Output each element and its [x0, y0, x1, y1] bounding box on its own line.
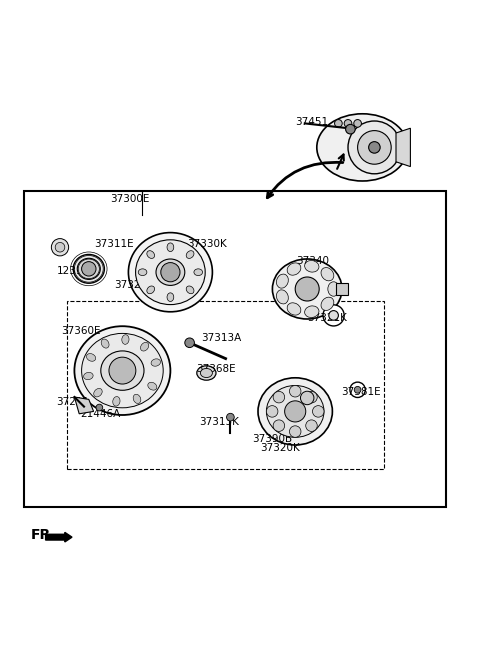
- Ellipse shape: [128, 233, 212, 312]
- Text: 37330K: 37330K: [187, 239, 227, 250]
- Text: 37321K: 37321K: [307, 313, 347, 323]
- Ellipse shape: [321, 297, 334, 311]
- Ellipse shape: [138, 269, 147, 276]
- Ellipse shape: [147, 286, 155, 294]
- Bar: [24, 190, 446, 508]
- Circle shape: [161, 263, 180, 282]
- Text: 37313K: 37313K: [199, 417, 239, 428]
- Ellipse shape: [73, 254, 105, 283]
- Circle shape: [273, 420, 285, 432]
- Ellipse shape: [74, 326, 170, 415]
- Circle shape: [335, 120, 342, 127]
- Text: 37360E: 37360E: [61, 326, 101, 336]
- Circle shape: [82, 262, 96, 276]
- Bar: [336, 283, 348, 294]
- Ellipse shape: [86, 354, 96, 361]
- Ellipse shape: [133, 395, 141, 404]
- Polygon shape: [74, 397, 94, 414]
- Circle shape: [289, 385, 301, 397]
- Circle shape: [289, 426, 301, 437]
- Ellipse shape: [305, 306, 319, 317]
- Ellipse shape: [266, 385, 324, 437]
- Ellipse shape: [186, 251, 194, 259]
- Text: FR.: FR.: [31, 528, 57, 542]
- Circle shape: [306, 391, 317, 403]
- Circle shape: [323, 305, 344, 326]
- Ellipse shape: [258, 378, 332, 445]
- Ellipse shape: [77, 258, 100, 280]
- Ellipse shape: [305, 261, 319, 272]
- Circle shape: [354, 120, 361, 127]
- Circle shape: [348, 121, 401, 174]
- Ellipse shape: [94, 389, 102, 397]
- Text: 37313A: 37313A: [202, 333, 242, 343]
- Ellipse shape: [186, 286, 194, 294]
- Text: 12314B: 12314B: [57, 266, 97, 276]
- Bar: [67, 301, 384, 469]
- Text: 21446A: 21446A: [81, 409, 121, 419]
- Text: 37211: 37211: [57, 396, 90, 407]
- Circle shape: [295, 277, 319, 301]
- Text: 37311E: 37311E: [95, 239, 134, 249]
- Text: 37390B: 37390B: [252, 434, 292, 444]
- Ellipse shape: [101, 339, 109, 348]
- Text: 37321B: 37321B: [114, 280, 154, 290]
- Circle shape: [109, 357, 136, 384]
- Circle shape: [358, 131, 391, 164]
- Ellipse shape: [84, 372, 93, 380]
- Ellipse shape: [276, 274, 288, 288]
- Circle shape: [55, 242, 65, 252]
- Text: 37381E: 37381E: [341, 387, 381, 397]
- Circle shape: [227, 413, 234, 421]
- Circle shape: [312, 406, 324, 417]
- Circle shape: [96, 404, 103, 411]
- Text: 37451: 37451: [295, 118, 328, 127]
- Ellipse shape: [147, 251, 155, 259]
- Text: 37340: 37340: [297, 256, 330, 266]
- Circle shape: [369, 142, 380, 153]
- Ellipse shape: [141, 343, 149, 351]
- Ellipse shape: [167, 293, 174, 302]
- Circle shape: [266, 406, 278, 417]
- Ellipse shape: [197, 366, 216, 380]
- Circle shape: [51, 239, 69, 256]
- Ellipse shape: [328, 282, 339, 296]
- Ellipse shape: [101, 351, 144, 390]
- Ellipse shape: [135, 240, 205, 305]
- Ellipse shape: [156, 259, 185, 285]
- Ellipse shape: [122, 335, 129, 344]
- Circle shape: [273, 391, 285, 403]
- Circle shape: [344, 120, 352, 127]
- Circle shape: [285, 401, 306, 422]
- Circle shape: [354, 387, 361, 393]
- Circle shape: [329, 311, 338, 320]
- Ellipse shape: [82, 333, 163, 408]
- Ellipse shape: [317, 114, 408, 181]
- Ellipse shape: [194, 269, 203, 276]
- Ellipse shape: [276, 290, 288, 304]
- Ellipse shape: [148, 382, 157, 390]
- Ellipse shape: [151, 359, 160, 366]
- Ellipse shape: [167, 243, 174, 252]
- Ellipse shape: [113, 396, 120, 406]
- Ellipse shape: [287, 263, 301, 275]
- Circle shape: [300, 391, 314, 405]
- Text: 37368E: 37368E: [196, 364, 236, 374]
- Circle shape: [306, 420, 317, 432]
- Circle shape: [185, 338, 194, 348]
- FancyArrow shape: [46, 532, 72, 542]
- Text: 37320K: 37320K: [261, 443, 300, 453]
- Text: 37300E: 37300E: [110, 194, 150, 204]
- Circle shape: [350, 382, 365, 398]
- Ellipse shape: [272, 259, 342, 319]
- Ellipse shape: [287, 303, 301, 315]
- Ellipse shape: [321, 268, 334, 281]
- Polygon shape: [396, 128, 410, 166]
- Ellipse shape: [201, 369, 212, 378]
- Circle shape: [346, 124, 355, 134]
